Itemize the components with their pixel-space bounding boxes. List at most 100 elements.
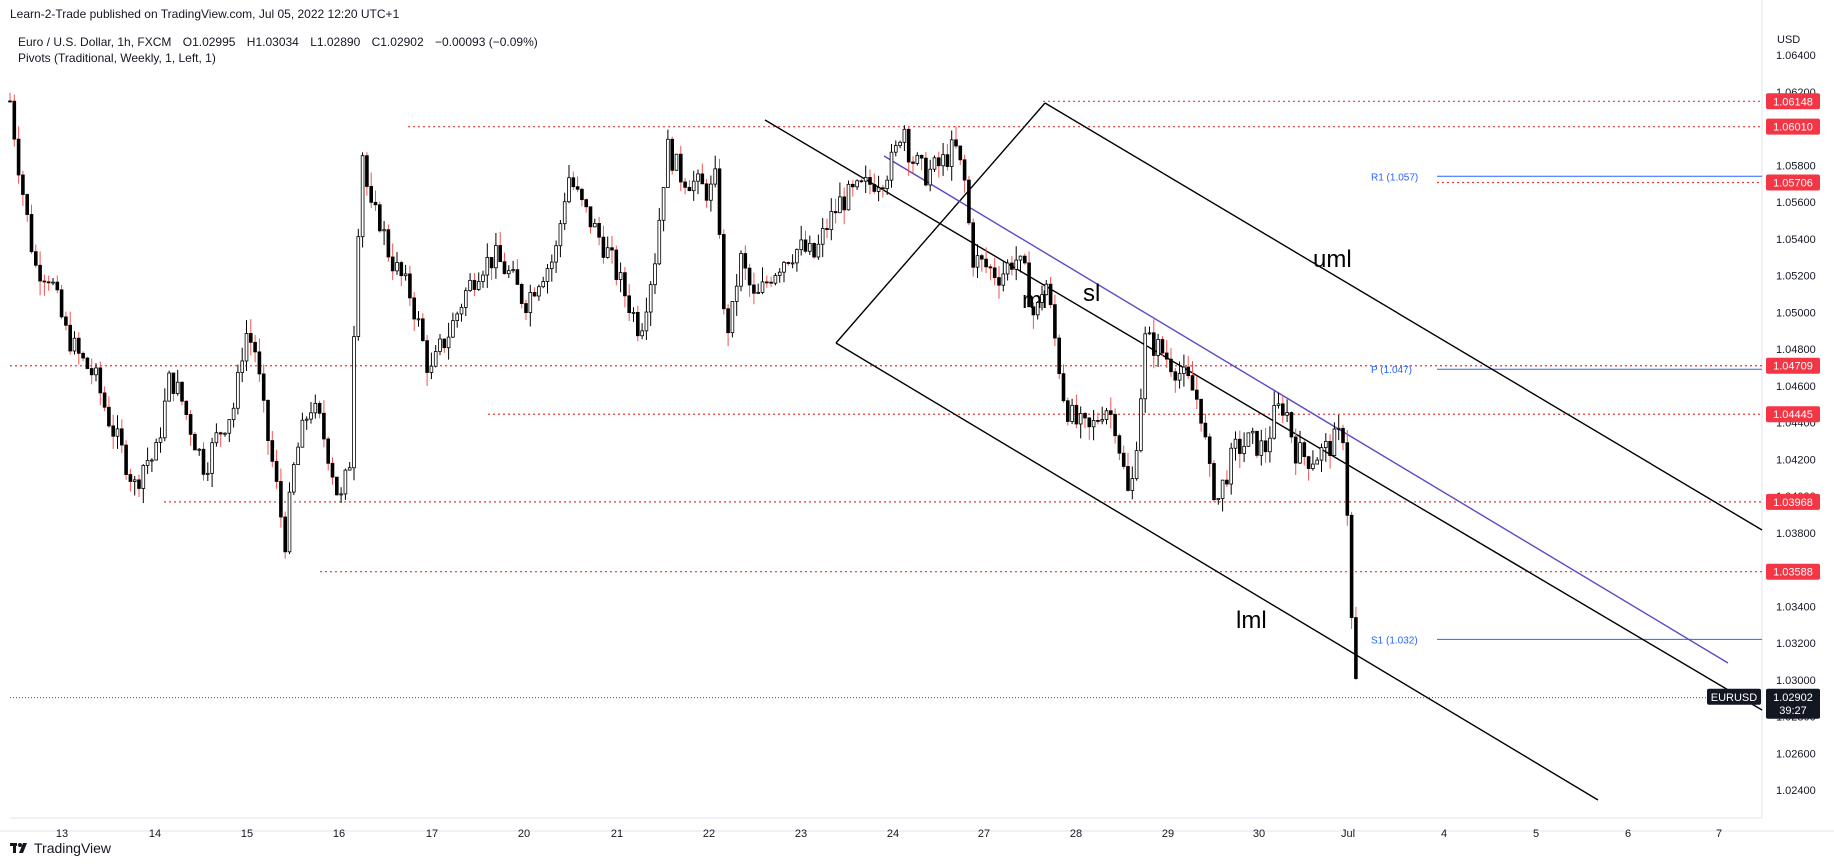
candle-body [640, 330, 644, 337]
candle-body [911, 161, 915, 164]
y-tick-label: 1.05400 [1776, 234, 1816, 246]
candle-body [1255, 430, 1259, 456]
candle-body [1152, 332, 1156, 356]
candle-body [240, 360, 245, 373]
level-price-label: 1.04445 [1773, 409, 1813, 421]
candle-body [1066, 400, 1070, 422]
y-tick-label: 1.05800 [1776, 160, 1816, 172]
high-value: H1.03034 [246, 35, 299, 49]
pivot-label: R1 (1.057) [1371, 172, 1418, 183]
candle-body [330, 462, 335, 478]
level-price-label: 1.05706 [1773, 178, 1813, 190]
y-tick-label: 1.04200 [1776, 454, 1816, 466]
candle-body [1293, 436, 1298, 464]
candle-body [291, 464, 296, 493]
candle-body [343, 469, 348, 495]
candle-body [954, 139, 958, 147]
publisher-line: Learn-2-Trade published on TradingView.c… [10, 7, 400, 21]
candle-body [451, 320, 455, 338]
candle-body [356, 236, 361, 337]
candle-body [279, 481, 283, 518]
candle-body [205, 472, 210, 475]
candle-body [915, 154, 920, 164]
level-price-label: 1.04709 [1773, 361, 1813, 373]
candle-body [481, 274, 485, 282]
candle-body [765, 281, 769, 284]
candle-body [1289, 412, 1294, 438]
candle-body [704, 183, 709, 201]
symbol-legend[interactable]: Euro / U.S. Dollar, 1h, FXCM O1.02995 H1… [18, 35, 546, 49]
x-tick-label: 27 [978, 828, 990, 840]
candle-body [1070, 404, 1074, 422]
candle-body [124, 444, 128, 475]
candle-body [29, 214, 34, 253]
candle-body [494, 245, 498, 269]
x-tick-label: 5 [1533, 828, 1539, 840]
y-tick-label: 1.03800 [1776, 528, 1816, 540]
candle-body [575, 186, 580, 190]
candle-body [1259, 440, 1264, 456]
candle-body [863, 176, 868, 182]
candle-body [287, 491, 292, 553]
indicator-legend[interactable]: Pivots (Traditional, Weekly, 1, Left, 1) [18, 51, 216, 65]
candle-body [506, 270, 511, 275]
candle-body [111, 425, 116, 437]
x-tick-label: 16 [333, 828, 345, 840]
candle-body [498, 245, 502, 263]
candle-body [666, 138, 670, 188]
candle-body [1164, 352, 1169, 360]
candle-body [1048, 283, 1053, 306]
open-value: O1.02995 [182, 35, 236, 49]
candle-body [885, 179, 889, 189]
candle-body [588, 206, 593, 228]
candle-body [932, 157, 937, 170]
x-tick-label: 17 [426, 828, 438, 840]
candle-body [898, 141, 902, 147]
candle-body [261, 373, 266, 401]
candle-body [141, 465, 146, 489]
candle-body [128, 474, 133, 482]
candle-body [1341, 427, 1345, 444]
candle-body [1100, 419, 1105, 422]
candle-body [270, 440, 275, 462]
candle-body [433, 351, 438, 367]
candle-body [636, 311, 640, 337]
candle-body [1177, 373, 1182, 381]
candle-body [558, 223, 563, 247]
candle-body [59, 289, 64, 318]
x-tick-label: 6 [1625, 828, 1631, 840]
brand-name: TradingView [34, 840, 112, 856]
candle-body [1091, 420, 1096, 428]
candle-body [846, 183, 851, 211]
candle-body [1203, 422, 1208, 438]
candle-body [825, 228, 829, 231]
candle-body [438, 338, 442, 352]
candle-body [812, 242, 816, 258]
pitchfork-median-line [764, 119, 1763, 711]
candle-body [601, 236, 606, 258]
candle-body [743, 253, 748, 269]
candle-body [1018, 255, 1023, 261]
candle-body [782, 262, 786, 273]
candle-body [1109, 410, 1113, 415]
candle-body [429, 365, 434, 373]
candle-body [334, 476, 339, 496]
candle-body [227, 419, 232, 434]
candle-body [872, 183, 877, 192]
y-tick-label: 1.05000 [1776, 307, 1816, 319]
candle-body [661, 187, 666, 221]
candle-body [1328, 440, 1332, 456]
candle-body [476, 281, 481, 290]
candle-body [1074, 404, 1079, 425]
level-price-badge [1766, 357, 1820, 374]
candle-body [799, 239, 803, 250]
candle-body [77, 337, 81, 354]
candle-body [777, 271, 782, 276]
candle-body [1005, 262, 1010, 275]
candle-body [502, 261, 507, 275]
candle-body [528, 292, 533, 314]
tradingview-logo[interactable]: TradingView [10, 840, 111, 856]
candle-body [468, 279, 472, 292]
y-tick-label: 1.04800 [1776, 344, 1816, 356]
